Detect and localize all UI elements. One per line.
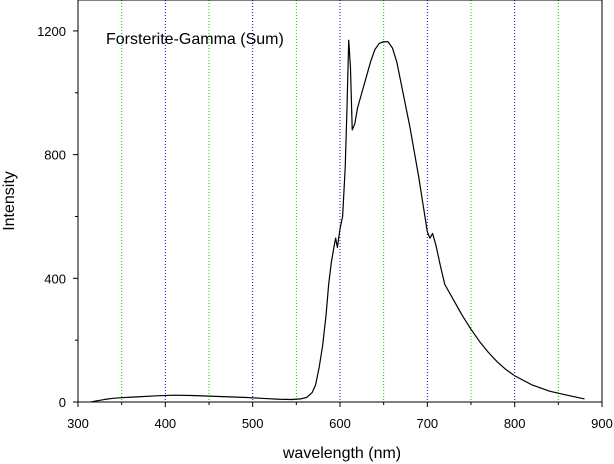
x-tick-label-500: 500 <box>242 416 264 431</box>
grid-lines <box>121 0 559 402</box>
y-axis-label: Intensity <box>1 171 18 231</box>
y-tick-label-1200: 1200 <box>37 24 66 39</box>
x-tick-label-600: 600 <box>329 416 351 431</box>
x-tick-label-300: 300 <box>67 416 89 431</box>
x-tick-label-800: 800 <box>504 416 526 431</box>
chart-title: Forsterite-Gamma (Sum) <box>106 31 284 48</box>
y-tick-label-0: 0 <box>59 395 66 410</box>
x-tick-label-400: 400 <box>154 416 176 431</box>
x-tick-label-700: 700 <box>416 416 438 431</box>
y-tick-label-800: 800 <box>44 148 66 163</box>
y-ticks: 0 400 800 1200 <box>37 24 78 410</box>
x-axis-label: wavelength (nm) <box>282 445 401 462</box>
line-layer <box>90 39 585 403</box>
y-tick-label-400: 400 <box>44 271 66 286</box>
x-ticks: 300 400 500 600 700 800 900 <box>67 402 613 431</box>
x-tick-label-900: 900 <box>591 416 613 431</box>
series-line-0 <box>90 39 585 403</box>
